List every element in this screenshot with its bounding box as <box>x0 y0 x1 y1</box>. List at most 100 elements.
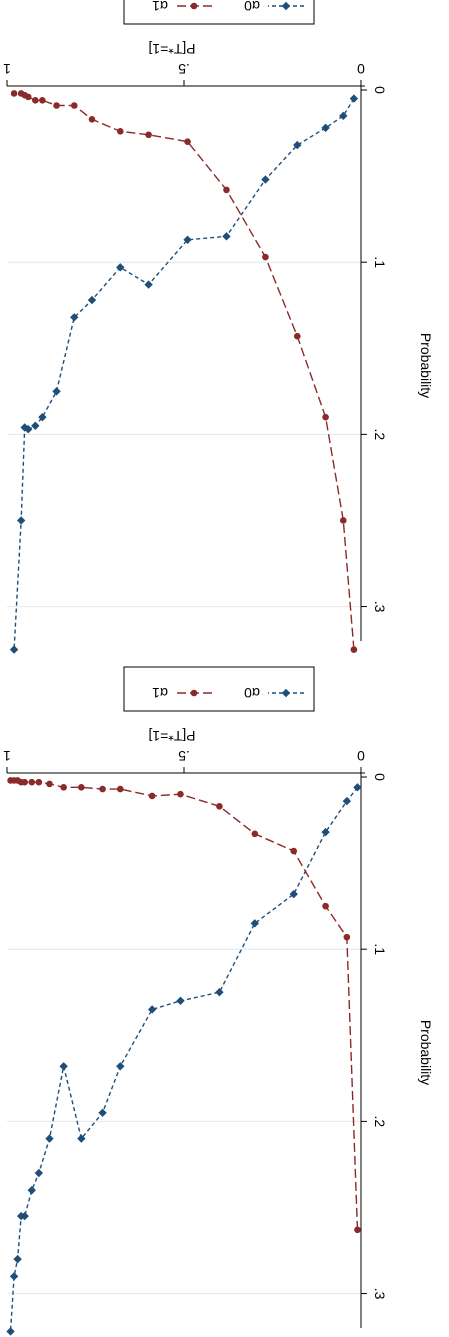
data-point-alpha0 <box>144 280 153 289</box>
data-point-alpha1 <box>343 933 351 941</box>
x-tick-label: 1 <box>3 748 11 764</box>
data-point-alpha1 <box>350 646 358 653</box>
legend-marker <box>190 689 198 697</box>
legend-label: α1 <box>152 685 168 701</box>
x-axis-title: P[T*=1] <box>148 728 195 744</box>
data-point-alpha1 <box>251 830 259 838</box>
data-point-alpha0 <box>77 1134 86 1143</box>
x-tick-label: .5 <box>178 61 190 77</box>
data-point-alpha1 <box>39 97 46 104</box>
series-line-alpha0 <box>13 98 355 650</box>
data-point-alpha1 <box>148 792 156 800</box>
y-tick-label: .3 <box>372 601 388 613</box>
y-tick-label: .1 <box>372 943 388 955</box>
data-point-alpha1 <box>184 138 191 145</box>
data-point-alpha0 <box>147 1005 157 1014</box>
y-tick-label: .1 <box>372 256 388 268</box>
data-point-alpha0 <box>215 988 224 997</box>
data-point-alpha1 <box>88 115 96 123</box>
data-point-alpha1 <box>354 1226 361 1234</box>
data-point-alpha0 <box>9 645 19 654</box>
data-point-alpha0 <box>176 996 185 1006</box>
x-tick-label: 1 <box>3 61 11 77</box>
data-point-alpha1 <box>7 777 14 784</box>
data-point-alpha1 <box>53 102 60 109</box>
legend-marker <box>190 2 198 10</box>
y-tick-label: .2 <box>372 429 388 441</box>
data-point-alpha1 <box>28 778 36 786</box>
y-tick-label: .3 <box>372 1288 388 1300</box>
data-point-alpha1 <box>17 90 25 97</box>
data-point-alpha0 <box>34 1168 44 1178</box>
data-point-alpha0 <box>261 175 270 184</box>
chart-panel-1: 0 .1 .2 .3 0 .5 1 Probability P[T*=1] α0 α1 <box>3 0 434 654</box>
data-point-alpha1 <box>60 784 67 791</box>
data-point-alpha0 <box>38 412 47 422</box>
data-point-alpha0 <box>321 827 330 837</box>
data-point-alpha0 <box>59 1062 68 1071</box>
data-point-alpha0 <box>339 111 348 121</box>
legend-box <box>123 0 315 25</box>
data-point-alpha1 <box>99 785 106 793</box>
legend-marker <box>281 688 291 698</box>
data-point-alpha1 <box>35 778 43 786</box>
data-point-alpha1 <box>145 131 152 139</box>
series-line-alpha1 <box>14 92 355 650</box>
series-line-alpha0 <box>9 786 359 1332</box>
data-point-alpha0 <box>9 1272 19 1281</box>
y-tick-label: 0 <box>372 773 388 781</box>
data-point-alpha0 <box>222 232 231 241</box>
data-point-alpha1 <box>70 102 78 109</box>
data-point-alpha1 <box>216 802 223 810</box>
data-point-alpha0 <box>6 1327 15 1336</box>
data-point-alpha0 <box>45 1134 54 1143</box>
x-tick-label: 0 <box>357 748 365 764</box>
series-line-alpha1 <box>10 779 359 1230</box>
data-point-alpha0 <box>31 421 40 430</box>
data-point-alpha0 <box>16 1211 26 1221</box>
data-point-alpha0 <box>98 1108 107 1117</box>
data-point-alpha0 <box>27 1186 36 1195</box>
data-point-alpha1 <box>116 785 124 793</box>
data-point-alpha0 <box>87 295 97 305</box>
data-point-alpha0 <box>289 889 298 899</box>
x-axis-title: P[T*=1] <box>148 41 195 57</box>
data-point-alpha0 <box>13 1254 22 1264</box>
data-point-alpha0 <box>353 783 362 792</box>
data-point-alpha1 <box>78 784 85 791</box>
data-point-alpha0 <box>321 123 330 133</box>
data-point-alpha0 <box>70 313 79 322</box>
x-tick-label: 0 <box>357 61 365 77</box>
chart-panel-2: 0 .1 .2 .3 0 .5 1 Probability P[T*=1] α0 α1 <box>3 666 434 1336</box>
data-point-alpha1 <box>10 90 18 97</box>
legend: α0 α1 <box>123 666 315 712</box>
data-point-alpha0 <box>250 919 259 928</box>
data-point-alpha1 <box>290 847 298 855</box>
data-point-alpha1 <box>340 517 347 524</box>
y-axis-title: Probability <box>418 333 434 398</box>
legend: α0 α1 <box>123 0 315 25</box>
data-point-alpha0 <box>20 423 29 432</box>
y-tick-label: .2 <box>372 1116 388 1128</box>
data-point-alpha0 <box>116 1062 125 1071</box>
x-tick-label: .5 <box>178 748 190 764</box>
data-point-alpha0 <box>116 263 125 272</box>
y-tick-label: 0 <box>372 86 388 94</box>
data-point-alpha1 <box>293 332 301 340</box>
data-point-alpha0 <box>183 235 192 245</box>
legend-label: α1 <box>152 0 168 14</box>
data-point-alpha1 <box>177 790 184 798</box>
data-point-alpha1 <box>262 253 269 261</box>
data-point-alpha0 <box>349 94 359 103</box>
legend-box <box>123 666 315 712</box>
data-point-alpha0 <box>342 796 352 806</box>
y-axis-title: Probability <box>418 1020 434 1085</box>
data-point-alpha1 <box>116 128 124 135</box>
legend-label: α0 <box>244 0 260 14</box>
data-point-alpha1 <box>223 186 230 194</box>
data-point-alpha1 <box>322 413 329 421</box>
data-point-alpha1 <box>322 902 329 910</box>
data-point-alpha0 <box>16 516 26 525</box>
data-point-alpha1 <box>46 780 53 788</box>
